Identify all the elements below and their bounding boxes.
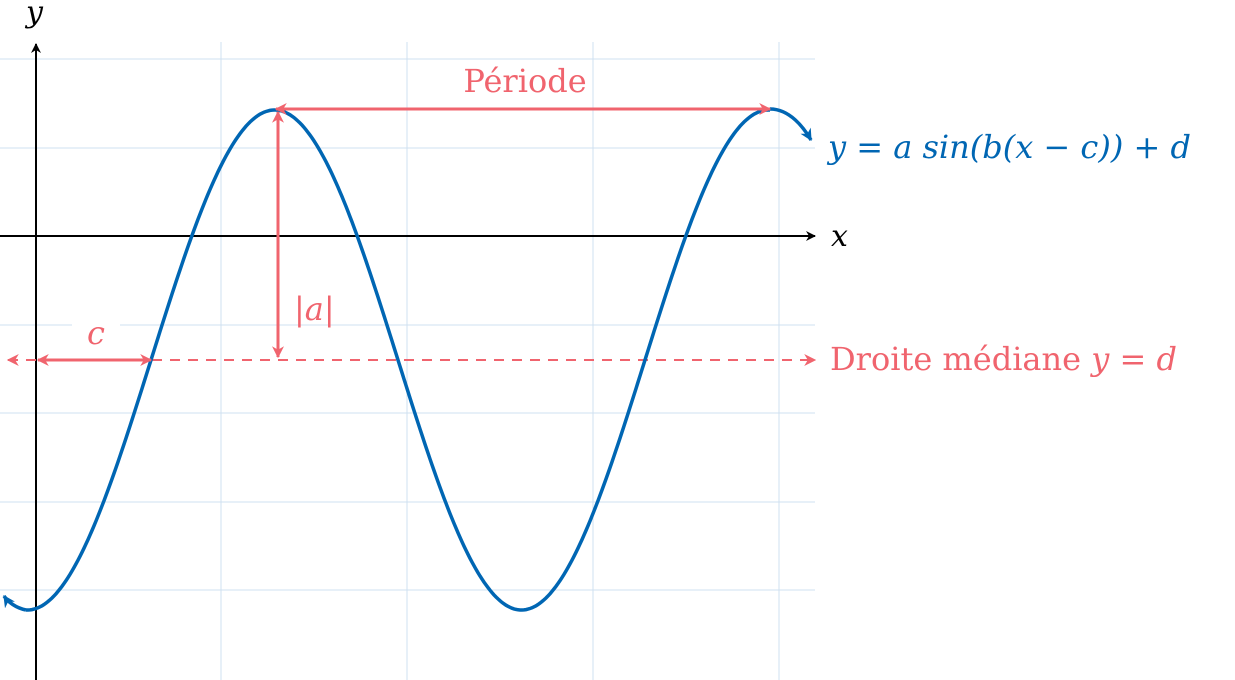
midline-label-text: Droite médiane bbox=[830, 340, 1091, 378]
grid bbox=[0, 42, 815, 680]
phase-label-bg bbox=[72, 320, 120, 352]
x-axis-label: x bbox=[831, 219, 848, 254]
amplitude-label: |a| bbox=[294, 290, 335, 328]
period-label: Période bbox=[463, 62, 586, 100]
curve-right-end-arrow bbox=[769, 107, 813, 142]
phase-shift-label: c bbox=[87, 314, 105, 352]
midline-label-math: y = d bbox=[1089, 340, 1177, 378]
curve-left-end-arrow bbox=[2, 594, 27, 612]
y-axis-label: y bbox=[24, 0, 44, 30]
midline-label: Droite médiane y = d bbox=[830, 340, 1177, 378]
equation-label: y = a sin(b(x − c)) + d bbox=[826, 128, 1191, 166]
